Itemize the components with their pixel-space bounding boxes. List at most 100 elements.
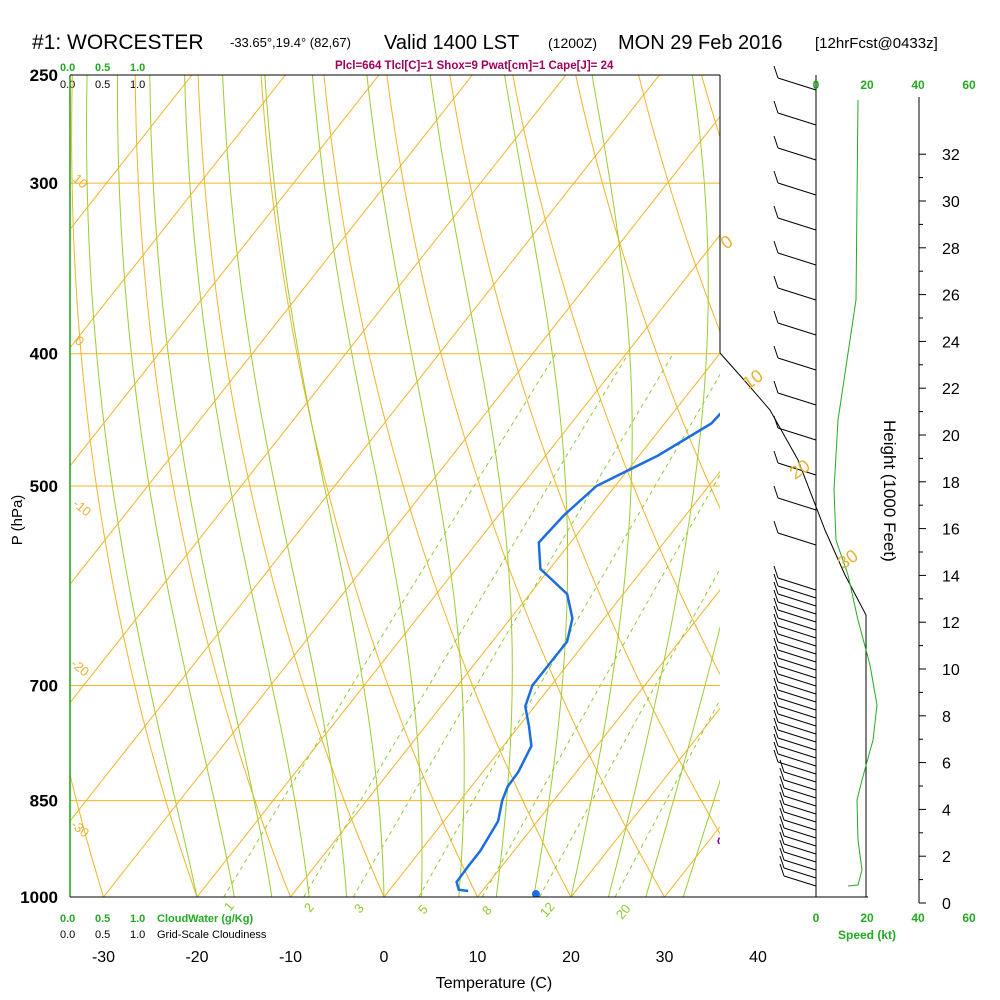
- cloud-scale-tick: 0.0: [60, 929, 75, 941]
- valid-time-label: Valid 1400 LST: [384, 32, 519, 54]
- mixing-ratio-line: [614, 698, 720, 897]
- x-axis-label: Temperature (C): [436, 975, 552, 992]
- wind-barb-flag: [773, 310, 779, 324]
- wind-barb-flag: [773, 450, 779, 464]
- location-label: -33.65°,19.4° (82,67): [230, 35, 351, 50]
- wind-barb-flag: [773, 100, 779, 114]
- wind-barb-staff: [777, 641, 817, 655]
- y-tick-label: 1000: [20, 888, 58, 907]
- dry-adiabat-label: 30: [834, 545, 862, 573]
- wind-barb-flag: [773, 709, 779, 723]
- wind-barb-staff: [783, 795, 817, 807]
- wind-barb-staff: [777, 427, 817, 441]
- wind-barb-staff: [777, 665, 817, 679]
- dry-adiabat-label: 0: [72, 333, 87, 349]
- cloudwater-label: CloudWater (g/Kg): [157, 913, 253, 925]
- wind-barb-staff: [783, 771, 817, 783]
- wind-barb-flag: [773, 621, 779, 635]
- wind-barb-staff: [777, 577, 817, 591]
- moist-adiabat-line: [86, 75, 198, 897]
- wind-barb-staff: [777, 182, 817, 196]
- wind-barb-staff: [777, 617, 817, 631]
- cloud-scale-tick: 0.5: [95, 913, 110, 925]
- speed-scale-bottom: 0 20 40 60 Speed (kt): [813, 911, 976, 942]
- height-tick-label: 10: [942, 662, 960, 679]
- wind-barb-flag: [779, 831, 785, 845]
- height-tick-label: 26: [942, 288, 960, 305]
- moist-adiabat-line: [149, 75, 273, 897]
- wind-barb-staff: [777, 657, 817, 671]
- height-tick-label: 16: [942, 522, 960, 539]
- wind-barb-staff: [777, 729, 817, 743]
- wind-barb-flag: [779, 799, 785, 813]
- mixing-ratio-labels: 1 2 3 5 8 12 20: [221, 899, 634, 922]
- cloud-scale-tick: 1.0: [130, 929, 145, 941]
- height-tick-label: 8: [942, 709, 951, 726]
- height-axis-label: Height (1000 Feet): [880, 420, 899, 562]
- wind-barb-staff: [777, 689, 817, 703]
- y-axis-label: P (hPa): [9, 495, 26, 546]
- wind-barb-staff: [777, 287, 817, 301]
- panel-boundary: [719, 352, 867, 897]
- height-tick-label: 28: [942, 241, 960, 258]
- wind-barb-flag: [773, 613, 779, 627]
- wind-barb-staff: [783, 867, 817, 879]
- series-parcel-line: [717, 833, 720, 848]
- dry-adiabat-line: [0, 51, 18, 926]
- height-tick-label: 20: [942, 428, 960, 445]
- speed-tick: 60: [962, 78, 976, 92]
- wind-barb-flag: [773, 589, 779, 603]
- wind-barb-flag: [773, 685, 779, 699]
- wind-barb-flag: [773, 653, 779, 667]
- wind-barb-staff: [777, 713, 817, 727]
- moist-adiabat-line: [117, 75, 235, 897]
- dry-adiabat-line: [757, 51, 1000, 926]
- wind-barb-staff: [783, 827, 817, 839]
- wind-barb-staff: [783, 803, 817, 815]
- wind-barb-flag: [779, 783, 785, 797]
- wind-barb-flag: [779, 815, 785, 829]
- x-tick-label: 0: [380, 949, 389, 966]
- dry-adiabat-label: -30: [68, 817, 92, 841]
- wind-barb-flag: [773, 629, 779, 643]
- dry-adiabat-line: [512, 75, 720, 676]
- mixing-ratio-label: 20: [613, 901, 634, 922]
- y-tick-label: 850: [30, 792, 58, 811]
- wind-barb-flag: [773, 669, 779, 683]
- wind-barb-staff: [777, 77, 817, 91]
- wind-barb-flag: [779, 863, 785, 877]
- dry-adiabat-line: [819, 51, 1000, 926]
- speed-tick: 0: [813, 911, 820, 925]
- x-tick-label: 20: [562, 949, 580, 966]
- wind-barb-flag: [773, 717, 779, 731]
- wind-barb-staff: [777, 462, 817, 476]
- cloud-scale-tick: 0.5: [95, 929, 110, 941]
- top-cloudwater-scale: 0.0 0.5 1.0: [60, 62, 145, 74]
- bottom-cloudwater-scale: 0.0 0.5 1.0 CloudWater (g/Kg): [60, 913, 253, 925]
- mixing-ratio-label: 3: [351, 901, 367, 916]
- wind-barb-staff: [777, 649, 817, 663]
- surface-dewpoint-marker: [531, 890, 540, 897]
- sounding-profiles: [455, 412, 720, 897]
- height-tick-label: 18: [942, 475, 960, 492]
- speed-tick: 40: [911, 911, 925, 925]
- date-label: MON 29 Feb 2016: [618, 32, 783, 54]
- mixing-ratio-label: 5: [415, 902, 431, 917]
- dry-adiabat-labels: 10 0 -10 -20 -30 0 10 20 30: [68, 171, 862, 841]
- wind-barb-flag: [773, 520, 779, 534]
- isotherm-line: [70, 75, 380, 467]
- wind-barb-staff: [777, 745, 817, 759]
- isotherm-line: [570, 707, 720, 897]
- speed-tick: 0: [813, 78, 820, 92]
- dry-adiabat-line: [575, 75, 720, 510]
- height-tick-label: 14: [942, 568, 960, 585]
- wind-barb-flag: [779, 839, 785, 853]
- moist-adiabat-line: [222, 75, 348, 897]
- dry-adiabat-line: [638, 75, 720, 333]
- moist-adiabat-line: [311, 75, 423, 897]
- dry-adiabat-line: [323, 75, 572, 897]
- dry-adiabat-line: [70, 772, 105, 897]
- mixing-ratio-line: [418, 373, 720, 897]
- dry-adiabat-line: [134, 75, 292, 897]
- wind-barb-flag: [773, 749, 779, 763]
